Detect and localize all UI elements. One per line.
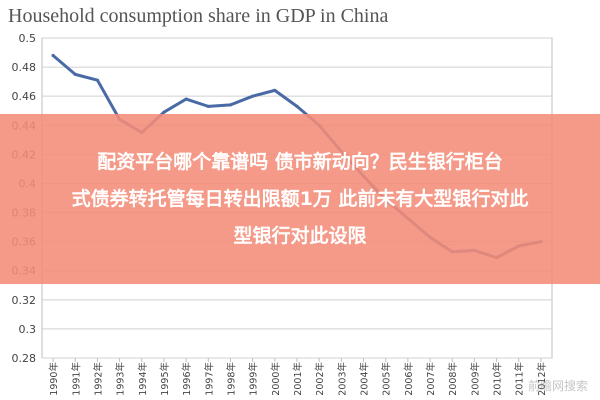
- x-tick-label: 2012年: [536, 362, 548, 396]
- x-tick-label: 2001年: [292, 362, 304, 396]
- banner-line-3: 型银行对此设限: [233, 224, 367, 247]
- x-tick-label: 1992年: [92, 362, 104, 396]
- data-point: [73, 72, 77, 76]
- x-tick-label: 1995年: [159, 362, 171, 396]
- x-tick-label: 1998年: [225, 362, 237, 396]
- data-point: [184, 97, 188, 101]
- x-tick-label: 2010年: [492, 362, 504, 396]
- x-tick-label: 2007年: [425, 362, 437, 396]
- y-tick-label: 0.3: [19, 323, 37, 336]
- x-tick-label: 2005年: [381, 362, 393, 396]
- x-tick-label: 1996年: [181, 362, 193, 396]
- data-point: [51, 53, 55, 58]
- data-point: [228, 103, 233, 107]
- y-tick-label: 0.32: [12, 294, 37, 307]
- x-tick-label: 2002年: [314, 362, 326, 396]
- x-tick-label: 2009年: [469, 362, 481, 396]
- x-axis: 1990年 1991年 1992年 1993年 1994年 1995年 1996年 1997年…: [48, 358, 548, 396]
- data-point: [251, 94, 255, 98]
- x-tick-label: 1990年: [48, 362, 60, 396]
- x-tick-label: 1991年: [70, 362, 82, 396]
- data-point: [206, 104, 210, 108]
- x-tick-label: 2008年: [447, 362, 459, 396]
- x-tick-label: 1994年: [137, 362, 149, 396]
- overlay-banner[interactable]: 配资平台哪个靠谱吗 债市新动向？民生银行柜台 式债券转托管每日转出限额1万 此前…: [0, 114, 600, 284]
- x-tick-label: 1999年: [248, 362, 260, 396]
- data-point: [273, 88, 277, 92]
- chart-title: Household consumption share in GDP in Ch…: [8, 5, 388, 27]
- watermark: 前瞻网搜索: [527, 379, 588, 393]
- x-tick-label: 2003年: [336, 362, 348, 396]
- x-tick-label: 2000年: [270, 362, 282, 396]
- y-tick-label: 0.28: [12, 352, 37, 365]
- banner-line-1: 配资平台哪个靠谱吗 债市新动向？民生银行柜台: [97, 150, 503, 173]
- y-tick-label: 0.5: [19, 32, 37, 45]
- x-tick-label: 2006年: [403, 362, 415, 396]
- data-point: [162, 110, 166, 114]
- x-tick-label: 2011年: [514, 362, 526, 396]
- x-tick-label: 1993年: [115, 362, 127, 396]
- x-tick-label: 1997年: [203, 362, 215, 396]
- y-tick-label: 0.48: [12, 61, 37, 74]
- data-point: [95, 78, 100, 82]
- x-tick-label: 2004年: [359, 362, 371, 396]
- banner-line-2: 式债券转托管每日转出限额1万 此前未有大型银行对此: [71, 187, 529, 210]
- data-point: [295, 104, 299, 108]
- y-tick-label: 0.46: [12, 90, 37, 103]
